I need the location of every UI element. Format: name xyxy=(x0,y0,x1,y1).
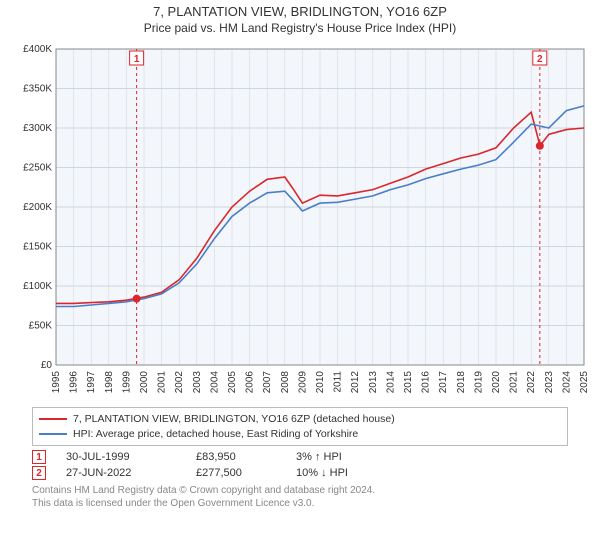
svg-text:1998: 1998 xyxy=(104,371,115,394)
marker-pct-1: 3% ↑ HPI xyxy=(296,451,342,463)
footer-line-2: This data is licensed under the Open Gov… xyxy=(32,497,568,510)
legend-item-hpi: HPI: Average price, detached house, East… xyxy=(39,427,561,442)
svg-text:2008: 2008 xyxy=(280,371,291,394)
marker-table: 1 30-JUL-1999 £83,950 3% ↑ HPI 2 27-JUN-… xyxy=(32,450,568,480)
svg-text:2: 2 xyxy=(537,54,543,65)
svg-text:2016: 2016 xyxy=(421,371,432,394)
svg-text:2002: 2002 xyxy=(174,371,185,394)
legend-swatch-property xyxy=(39,418,67,420)
svg-text:2011: 2011 xyxy=(333,371,344,393)
svg-text:2021: 2021 xyxy=(509,371,520,394)
footer-line-1: Contains HM Land Registry data © Crown c… xyxy=(32,484,568,497)
marker-price-1: £83,950 xyxy=(196,451,276,463)
svg-text:£0: £0 xyxy=(41,360,53,371)
page-subtitle: Price paid vs. HM Land Registry's House … xyxy=(0,21,600,35)
svg-text:£150K: £150K xyxy=(23,242,52,253)
svg-text:1999: 1999 xyxy=(121,371,132,394)
svg-text:2020: 2020 xyxy=(491,371,502,394)
legend: 7, PLANTATION VIEW, BRIDLINGTON, YO16 6Z… xyxy=(32,407,568,446)
legend-label-hpi: HPI: Average price, detached house, East… xyxy=(73,427,358,442)
legend-item-property: 7, PLANTATION VIEW, BRIDLINGTON, YO16 6Z… xyxy=(39,412,561,427)
svg-text:1995: 1995 xyxy=(51,371,62,394)
arrow-up-icon: ↑ xyxy=(315,451,321,463)
svg-text:2006: 2006 xyxy=(245,371,256,394)
svg-text:2012: 2012 xyxy=(350,371,361,394)
svg-text:2023: 2023 xyxy=(544,371,555,394)
svg-text:2000: 2000 xyxy=(139,371,150,394)
svg-text:2005: 2005 xyxy=(227,371,238,394)
svg-text:1996: 1996 xyxy=(69,371,80,394)
legend-label-property: 7, PLANTATION VIEW, BRIDLINGTON, YO16 6Z… xyxy=(73,412,395,427)
svg-text:£200K: £200K xyxy=(23,202,52,213)
marker-date-2: 27-JUN-2022 xyxy=(66,467,176,479)
svg-text:2010: 2010 xyxy=(315,371,326,394)
svg-text:2019: 2019 xyxy=(473,371,484,394)
legend-swatch-hpi xyxy=(39,433,67,435)
svg-text:£300K: £300K xyxy=(23,123,52,134)
svg-text:1: 1 xyxy=(134,54,140,65)
footer-attribution: Contains HM Land Registry data © Crown c… xyxy=(32,484,568,510)
svg-text:2022: 2022 xyxy=(526,371,537,394)
svg-text:2018: 2018 xyxy=(456,371,467,394)
svg-text:2013: 2013 xyxy=(368,371,379,394)
svg-text:2025: 2025 xyxy=(579,371,590,394)
svg-text:2003: 2003 xyxy=(192,371,203,394)
page-title: 7, PLANTATION VIEW, BRIDLINGTON, YO16 6Z… xyxy=(0,4,600,19)
svg-text:2001: 2001 xyxy=(157,371,168,394)
svg-text:£100K: £100K xyxy=(23,281,52,292)
svg-text:2007: 2007 xyxy=(262,371,273,394)
svg-text:£350K: £350K xyxy=(23,84,52,95)
svg-text:2017: 2017 xyxy=(438,371,449,394)
marker-price-2: £277,500 xyxy=(196,467,276,479)
chart-container: £0 £50K £100K £150K £200K £250K £300K £350K £400… xyxy=(10,41,590,401)
marker-pct-2: 10% ↓ HPI xyxy=(296,467,348,479)
arrow-down-icon: ↓ xyxy=(321,467,327,479)
svg-text:2009: 2009 xyxy=(297,371,308,394)
marker-date-1: 30-JUL-1999 xyxy=(66,451,176,463)
marker-badge-1: 1 xyxy=(32,450,46,464)
svg-text:2014: 2014 xyxy=(385,371,396,394)
marker-badge-2: 2 xyxy=(32,466,46,480)
marker-row-1: 1 30-JUL-1999 £83,950 3% ↑ HPI xyxy=(32,450,568,464)
svg-text:2004: 2004 xyxy=(209,371,220,394)
svg-text:£250K: £250K xyxy=(23,163,52,174)
svg-text:£50K: £50K xyxy=(29,321,53,332)
svg-text:2024: 2024 xyxy=(561,371,572,394)
price-chart: £0 £50K £100K £150K £200K £250K £300K £350K £400… xyxy=(10,41,590,401)
marker-row-2: 2 27-JUN-2022 £277,500 10% ↓ HPI xyxy=(32,466,568,480)
svg-text:£400K: £400K xyxy=(23,44,52,55)
svg-text:1997: 1997 xyxy=(86,371,97,394)
svg-text:2015: 2015 xyxy=(403,371,414,394)
